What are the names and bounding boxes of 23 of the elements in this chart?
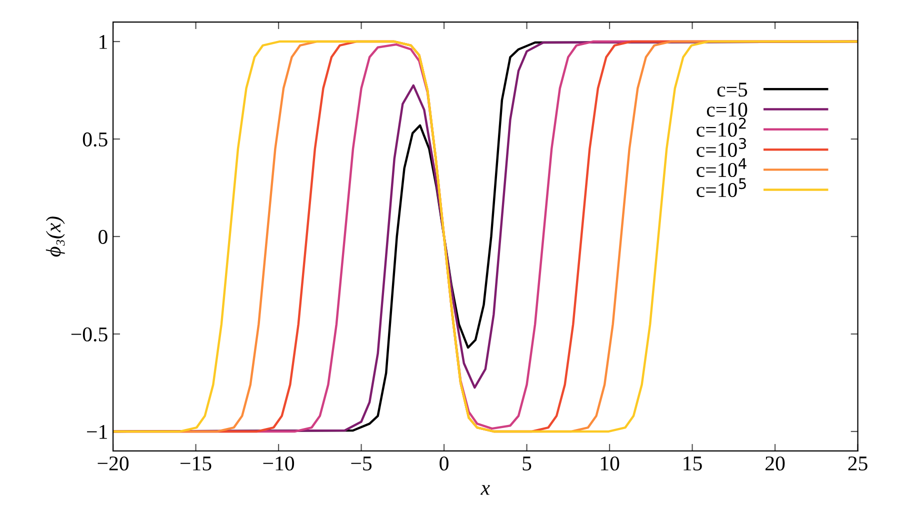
y-tick-label: 0 (98, 230, 108, 244)
x-tick-label: 10 (600, 456, 620, 470)
y-tick-label: −0.5 (71, 327, 108, 342)
x-tick-label: 25 (848, 456, 868, 470)
y-tick-label: 1 (100, 35, 107, 49)
y-axis-title: ϕ₃(x) (46, 216, 65, 257)
y-tick-label: −1 (87, 424, 107, 439)
y-tick-label: 0.5 (82, 132, 108, 147)
legend-label: c=10$^{4}$ (696, 158, 746, 178)
x-tick-label: −15 (180, 456, 212, 470)
legend-label: c=10$^{5}$ (696, 178, 746, 198)
legend-label: c=10 (706, 102, 748, 117)
x-tick-label: 0 (440, 456, 448, 470)
x-tick-label: −5 (351, 456, 372, 470)
legend-label: c=10$^{2}$ (696, 118, 746, 137)
x-tick-label: 20 (766, 456, 785, 470)
x-tick-label: −20 (98, 456, 129, 470)
legend-label: c=5 (717, 82, 748, 97)
x-axis-title: x (480, 485, 490, 495)
x-tick-label: 5 (522, 456, 532, 470)
x-tick-label: 15 (684, 456, 702, 470)
x-tick-label: −10 (263, 456, 294, 470)
legend-label: c=10$^{3}$ (696, 138, 746, 157)
